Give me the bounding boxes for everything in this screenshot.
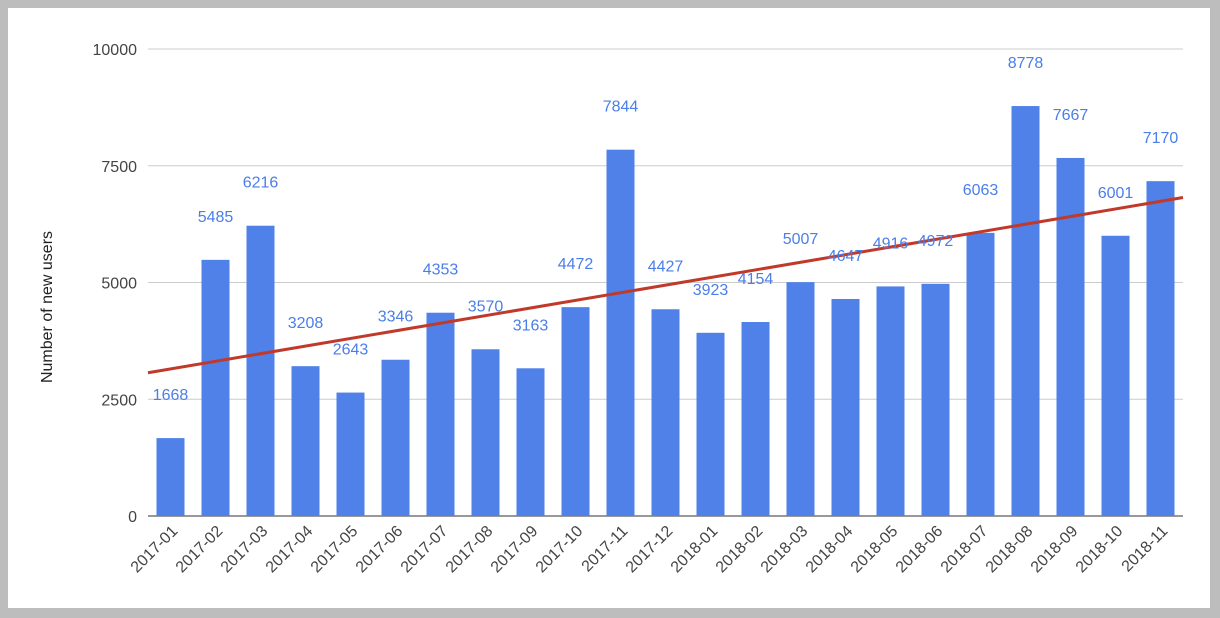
x-axis-ticks: 2017-012017-022017-032017-042017-052017-… (128, 523, 1172, 577)
bar-2018-01 (696, 332, 725, 516)
y-tick-label: 5000 (101, 276, 137, 293)
x-tick-label: 2018-06 (893, 523, 947, 577)
bar-2017-12 (651, 309, 680, 516)
data-label: 7667 (1053, 107, 1089, 124)
y-tick-label: 2500 (101, 392, 137, 409)
x-tick-label: 2018-03 (758, 523, 812, 577)
data-label: 4427 (648, 258, 684, 275)
x-tick-label: 2018-07 (938, 523, 992, 577)
bar-2018-03 (786, 282, 815, 516)
data-label: 4472 (558, 256, 594, 273)
data-label: 5007 (783, 231, 819, 248)
bar-2017-05 (336, 392, 365, 516)
bar-2018-02 (741, 322, 770, 516)
y-tick-label: 0 (128, 509, 137, 526)
bar-2017-03 (246, 225, 275, 516)
bar-2017-09 (516, 368, 545, 516)
data-label: 2643 (333, 342, 369, 359)
x-tick-label: 2018-05 (848, 523, 902, 577)
x-tick-label: 2017-10 (533, 523, 587, 577)
data-labels: 1668 5485 6216 3208 2643 3346 4353 3570 3163 4472… (153, 55, 1179, 404)
bar-2018-10 (1101, 235, 1130, 516)
bar-2018-08 (1011, 106, 1040, 517)
bar-2017-01 (156, 438, 185, 516)
bar-2017-07 (426, 312, 455, 516)
data-label: 1668 (153, 387, 189, 404)
data-label: 5485 (198, 209, 234, 226)
data-label: 4972 (918, 233, 954, 250)
x-tick-label: 2017-06 (353, 523, 407, 577)
bar-2018-07 (966, 232, 995, 516)
bar-2018-05 (876, 286, 905, 516)
x-tick-label: 2017-02 (173, 523, 227, 577)
data-label: 4647 (828, 248, 864, 265)
data-label: 6216 (243, 175, 279, 192)
data-label: 4353 (423, 262, 459, 279)
x-tick-label: 2017-12 (623, 523, 677, 577)
data-label: 4154 (738, 271, 774, 288)
x-tick-label: 2018-01 (668, 523, 722, 577)
bar-2017-04 (291, 366, 320, 516)
x-tick-label: 2017-05 (308, 523, 362, 577)
data-label: 3346 (378, 309, 414, 326)
data-label: 3208 (288, 315, 324, 332)
bar-2017-06 (381, 359, 410, 516)
y-tick-label: 7500 (101, 159, 137, 176)
bar-2017-08 (471, 349, 500, 516)
x-tick-label: 2018-10 (1073, 523, 1127, 577)
bar-2017-11 (606, 149, 635, 517)
bar-2018-11 (1146, 181, 1175, 516)
x-tick-label: 2017-08 (443, 523, 497, 577)
data-label: 6063 (963, 182, 999, 199)
data-label: 3163 (513, 317, 549, 334)
x-tick-label: 2018-02 (713, 523, 767, 577)
y-axis-label: Number of new users (39, 231, 56, 383)
data-label: 3923 (693, 282, 729, 299)
x-tick-label: 2017-07 (398, 523, 452, 577)
data-label: 3570 (468, 298, 504, 315)
x-tick-label: 2018-09 (1028, 523, 1082, 577)
bar-2018-04 (831, 298, 860, 516)
chart-frame: 1668 5485 6216 3208 2643 3346 4353 3570 3163 4472… (8, 8, 1210, 608)
data-label: 8778 (1008, 55, 1044, 72)
bar-2017-02 (201, 259, 230, 516)
data-label: 7170 (1143, 130, 1179, 147)
bar-2017-10 (561, 307, 590, 516)
trendline (147, 196, 1184, 375)
bar-2018-06 (921, 283, 950, 516)
x-tick-label: 2017-09 (488, 523, 542, 577)
x-tick-label: 2017-11 (579, 523, 632, 576)
gridlines (148, 48, 1183, 517)
trendline-path (147, 196, 1184, 375)
y-axis-ticks: 0 2500 5000 7500 10000 (93, 42, 138, 526)
x-tick-label: 2017-03 (218, 523, 272, 577)
bar-chart: 1668 5485 6216 3208 2643 3346 4353 3570 3163 4472… (39, 42, 1184, 577)
bars (156, 106, 1175, 517)
x-tick-label: 2018-04 (803, 523, 857, 577)
x-tick-label: 2018-11 (1119, 523, 1172, 576)
bar-2018-09 (1056, 157, 1085, 516)
data-label: 4916 (873, 235, 909, 252)
x-tick-label: 2017-04 (263, 523, 317, 577)
data-label: 7844 (603, 99, 639, 116)
data-label: 6001 (1098, 185, 1134, 202)
x-tick-label: 2018-08 (983, 523, 1037, 577)
y-tick-label: 10000 (93, 42, 138, 59)
x-tick-label: 2017-01 (128, 523, 182, 577)
